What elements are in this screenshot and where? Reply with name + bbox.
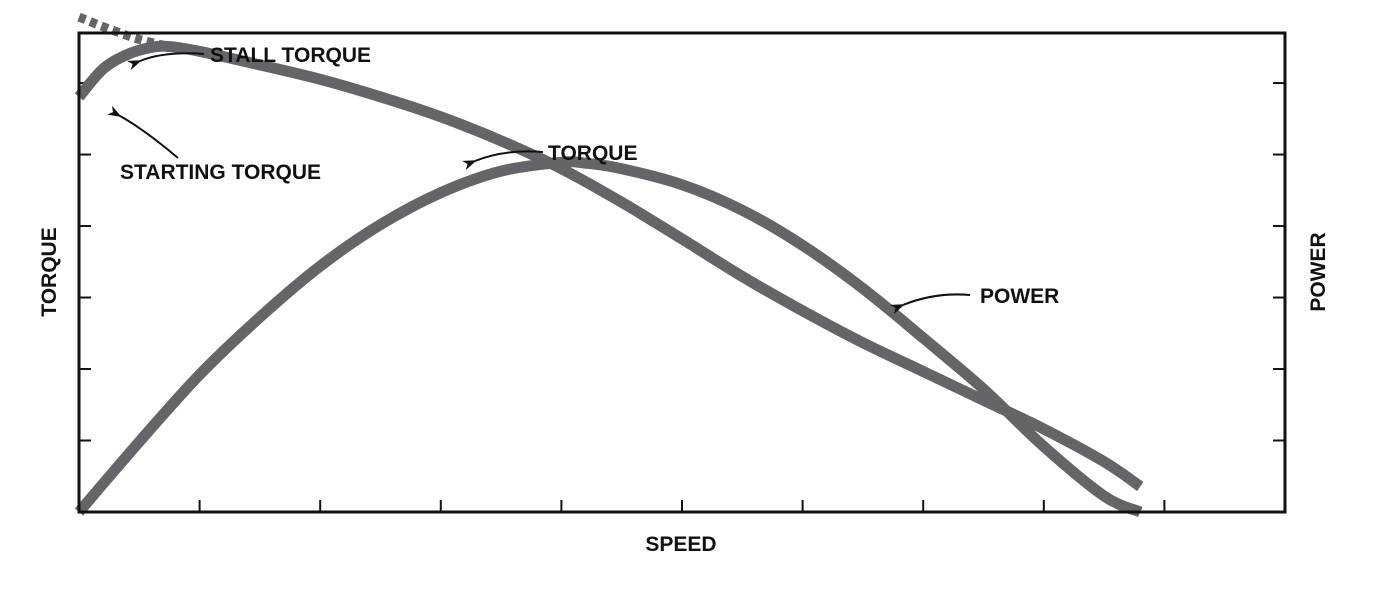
axis-ticks [79,82,1285,512]
torque-label: TORQUE [548,142,637,165]
y-axis-label: TORQUE [38,227,61,316]
y2-axis-label: POWER [1307,232,1330,311]
curves [74,12,1144,518]
starting-torque-label: STARTING TORQUE [120,161,321,184]
power-label: POWER [980,285,1059,308]
torque-curve [74,40,1144,491]
power-curve [74,156,1143,518]
stall-torque-arrow [127,52,205,71]
plot-frame [77,31,1287,514]
torque-arrow [462,150,544,171]
stall-torque-label: STALL TORQUE [210,44,371,67]
x-axis-label: SPEED [645,533,716,556]
power-arrow [890,293,971,315]
starting-torque-arrow [107,105,179,159]
